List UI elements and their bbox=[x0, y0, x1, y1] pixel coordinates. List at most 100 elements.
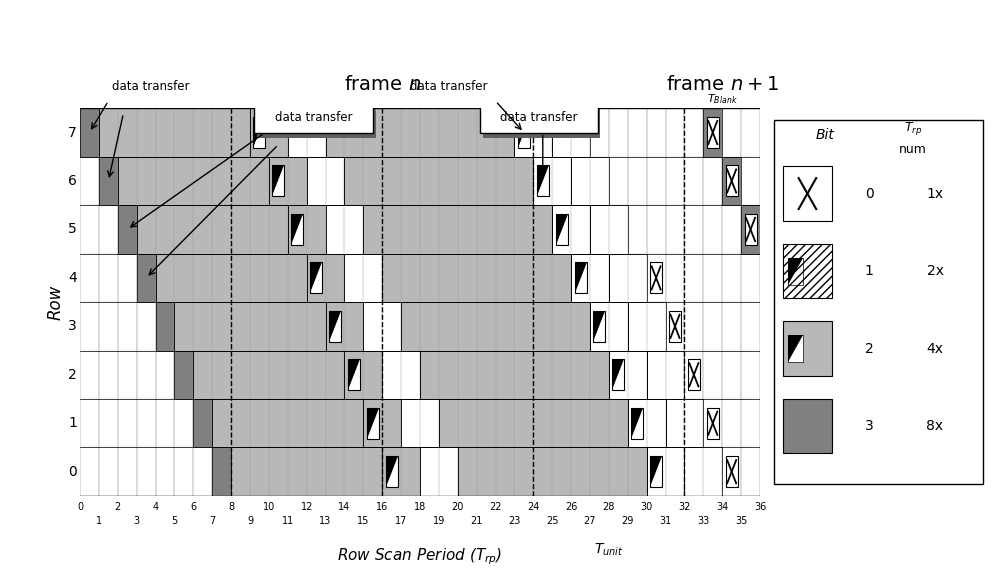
Bar bbox=[628, 157, 647, 205]
Bar bbox=[571, 254, 609, 302]
Bar bbox=[420, 447, 458, 496]
Bar bbox=[156, 108, 174, 157]
Bar bbox=[439, 108, 458, 157]
Bar bbox=[496, 157, 514, 205]
Polygon shape bbox=[518, 117, 530, 148]
Text: num: num bbox=[899, 143, 927, 156]
Bar bbox=[552, 205, 571, 254]
Text: 9: 9 bbox=[247, 516, 253, 526]
Bar bbox=[590, 302, 628, 351]
Bar bbox=[514, 157, 533, 205]
Text: $T_{unit}$: $T_{unit}$ bbox=[594, 542, 624, 559]
Bar bbox=[571, 205, 590, 254]
Bar bbox=[684, 254, 703, 302]
Polygon shape bbox=[593, 311, 605, 342]
Bar bbox=[272, 165, 284, 197]
Bar bbox=[552, 205, 590, 254]
Polygon shape bbox=[612, 359, 624, 390]
Bar bbox=[647, 399, 666, 447]
Polygon shape bbox=[253, 117, 265, 148]
Text: 6: 6 bbox=[68, 174, 77, 188]
Text: 20: 20 bbox=[452, 502, 464, 512]
Text: 11: 11 bbox=[282, 516, 294, 526]
Text: data transfer: data transfer bbox=[275, 112, 352, 124]
Bar bbox=[684, 399, 703, 447]
Bar bbox=[609, 254, 647, 302]
Bar bbox=[367, 408, 379, 439]
Text: Row Scan Period ($T_{rp}$): Row Scan Period ($T_{rp}$) bbox=[337, 547, 503, 567]
Bar bbox=[514, 108, 552, 157]
Bar bbox=[382, 351, 401, 399]
Bar bbox=[703, 108, 722, 157]
Text: 17: 17 bbox=[395, 516, 407, 526]
Bar bbox=[571, 157, 609, 205]
Bar bbox=[684, 157, 703, 205]
Bar bbox=[174, 302, 326, 351]
Bar bbox=[477, 254, 496, 302]
Bar bbox=[99, 157, 118, 205]
Bar bbox=[250, 399, 269, 447]
Polygon shape bbox=[556, 214, 568, 245]
Bar bbox=[650, 456, 662, 487]
Bar bbox=[609, 351, 647, 399]
Bar bbox=[514, 108, 552, 157]
Bar bbox=[571, 447, 590, 496]
Bar bbox=[533, 157, 571, 205]
Bar bbox=[344, 157, 533, 205]
Bar bbox=[420, 447, 458, 496]
Bar bbox=[254, 104, 373, 132]
Bar bbox=[231, 157, 250, 205]
Bar bbox=[193, 157, 212, 205]
Bar bbox=[666, 447, 684, 496]
Bar bbox=[344, 254, 382, 302]
Bar bbox=[458, 205, 477, 254]
Bar bbox=[552, 399, 571, 447]
Bar bbox=[288, 447, 307, 496]
Bar bbox=[703, 157, 722, 205]
Bar bbox=[307, 157, 344, 205]
Bar bbox=[344, 351, 382, 399]
Polygon shape bbox=[272, 165, 284, 197]
Bar bbox=[609, 351, 628, 399]
Bar bbox=[514, 108, 552, 157]
Bar bbox=[575, 262, 587, 294]
Bar bbox=[326, 205, 363, 254]
Bar bbox=[174, 205, 193, 254]
Bar bbox=[401, 399, 439, 447]
Bar bbox=[590, 447, 609, 496]
Bar bbox=[231, 447, 250, 496]
Bar bbox=[80, 108, 99, 157]
Bar bbox=[420, 205, 439, 254]
Bar bbox=[741, 254, 760, 302]
Bar bbox=[552, 447, 571, 496]
Text: 2x: 2x bbox=[926, 264, 944, 278]
Text: 29: 29 bbox=[622, 516, 634, 526]
Bar bbox=[609, 351, 647, 399]
Text: $T_{Blank}$: $T_{Blank}$ bbox=[707, 92, 738, 106]
Bar bbox=[628, 399, 666, 447]
Bar bbox=[571, 157, 609, 205]
Text: 10: 10 bbox=[263, 502, 275, 512]
Bar bbox=[269, 399, 288, 447]
Bar bbox=[477, 157, 496, 205]
Bar bbox=[439, 399, 628, 447]
Bar bbox=[628, 399, 666, 447]
Bar bbox=[628, 254, 647, 302]
Bar bbox=[118, 205, 137, 254]
Bar bbox=[193, 302, 212, 351]
Bar bbox=[193, 254, 212, 302]
Bar bbox=[174, 157, 193, 205]
Bar bbox=[666, 108, 684, 157]
Bar bbox=[666, 254, 684, 302]
Polygon shape bbox=[348, 359, 360, 390]
Bar bbox=[156, 302, 174, 351]
Bar bbox=[212, 447, 231, 496]
Bar bbox=[212, 254, 231, 302]
Bar bbox=[477, 302, 496, 351]
Bar bbox=[647, 447, 684, 496]
Bar bbox=[326, 399, 344, 447]
Bar bbox=[329, 311, 341, 342]
Bar bbox=[137, 254, 156, 302]
Bar bbox=[647, 351, 666, 399]
Bar bbox=[174, 254, 193, 302]
